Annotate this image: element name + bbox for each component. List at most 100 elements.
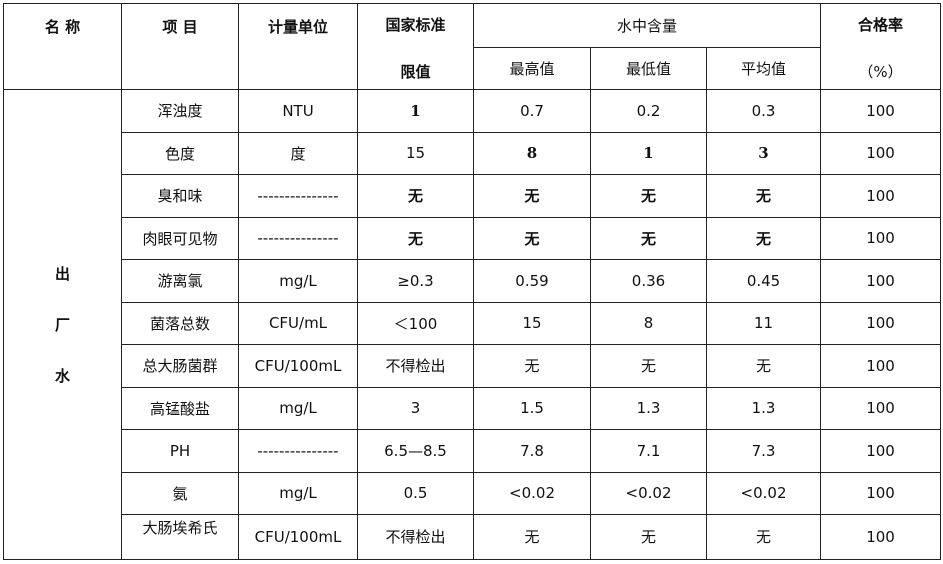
group-cell: 出厂水	[3, 89, 122, 560]
table-cell: 无	[705, 514, 822, 560]
table-row: 臭和味 --------------- 无无无无 100	[4, 174, 942, 218]
group-char: 水	[54, 366, 70, 385]
header-cell: 国家标准 限值	[357, 3, 474, 90]
table-row: 大肠埃希氏 CFU/100mL 不得检出无无无 100	[4, 514, 942, 560]
table-cell: 100	[820, 429, 942, 473]
table-cell: 11	[705, 301, 822, 345]
table-cell: 100	[820, 89, 942, 133]
table-cell: 无	[473, 216, 591, 260]
table-cell: 7.1	[590, 429, 707, 473]
table-cell: 0.2	[590, 89, 707, 133]
table-cell: 1	[357, 89, 474, 133]
header-cell: 合格率 （%）	[820, 3, 942, 90]
table-cell: ≥0.3	[357, 259, 474, 303]
table-cell: 15	[357, 131, 474, 175]
table-cell: 无	[705, 216, 822, 260]
quality-table: 名 称 项 目 计量单位 国家标准 限值 水中含量 合格率 （%） 最高值 最低值 …	[3, 3, 942, 560]
table-cell: <0.02	[473, 471, 591, 515]
header-text: （%）	[858, 62, 903, 81]
table-cell: 100	[820, 301, 942, 345]
table-body: 出厂水浑浊度 NTU 1 0.7 0.2 0.3 100 色度度 15 8 1 3 100 臭和味 ----…	[3, 89, 942, 560]
table-row: 肉眼可见物 --------------- 无无无无 100	[4, 216, 942, 260]
group-char: 出	[54, 264, 70, 283]
table-cell: 浑浊度	[121, 89, 239, 133]
group-char: 厂	[54, 315, 70, 334]
table-cell: 1	[590, 131, 707, 175]
table-cell: 8	[473, 131, 591, 175]
table-cell: 7.8	[473, 429, 591, 473]
header-cell: 项 目	[121, 3, 239, 90]
table-cell: ---------------	[238, 429, 358, 473]
table-cell: 100	[820, 259, 942, 303]
table-cell: 肉眼可见物	[121, 216, 239, 260]
header-text: 合格率	[858, 15, 904, 34]
table-cell: CFU/100mL	[238, 344, 358, 388]
table-cell: 无	[357, 174, 474, 218]
table-cell: 菌落总数	[121, 301, 239, 345]
table-cell: 15	[473, 301, 591, 345]
table-cell: 无	[590, 216, 707, 260]
table-cell: 1.5	[473, 386, 591, 430]
table-cell: 100	[820, 471, 942, 515]
header-cell: 水中含量	[472, 3, 822, 48]
table-cell: 氨	[121, 471, 239, 515]
table-cell: NTU	[238, 89, 358, 133]
table-cell: <0.02	[590, 471, 707, 515]
header-cell: 计量单位	[238, 3, 358, 90]
table-row: 游离氯 mg/L ≥0.3 0.59 0.36 0.45 100	[4, 259, 942, 303]
table-cell: 3	[705, 131, 822, 175]
table-cell: 无	[590, 344, 707, 388]
table-cell: <0.02	[705, 471, 822, 515]
table-cell: 100	[820, 514, 942, 560]
table-row: 出厂水浑浊度 NTU 1 0.7 0.2 0.3 100	[3, 89, 942, 560]
table-cell: 1.3	[590, 386, 707, 430]
header-cell: 名 称	[3, 3, 122, 90]
table-row: 总大肠菌群 CFU/100mL 不得检出无无无 100	[4, 344, 942, 388]
header-cell: 最高值	[473, 47, 591, 90]
table-cell: 8	[590, 301, 707, 345]
table-cell: 6.5—8.5	[357, 429, 474, 473]
header-cell: 最低值	[590, 47, 707, 90]
table-cell: mg/L	[238, 471, 358, 515]
table-cell: CFU/100mL	[238, 514, 358, 560]
table-cell: CFU/mL	[238, 301, 358, 345]
table-cell: ---------------	[238, 216, 358, 260]
table-cell: 不得检出	[357, 514, 474, 560]
table-cell: 0.5	[357, 471, 474, 515]
table-row: 色度度 15 8 1 3 100	[4, 131, 942, 175]
table-cell: 总大肠菌群	[121, 344, 239, 388]
table-cell: 100	[820, 174, 942, 218]
table-cell: 臭和味	[121, 174, 239, 218]
table-cell: 色度	[121, 131, 239, 175]
table-cell: 0.7	[473, 89, 591, 133]
table-cell: 0.59	[473, 259, 591, 303]
table-cell: 无	[705, 174, 822, 218]
table-cell: 7.3	[705, 429, 822, 473]
table-cell: 0.36	[590, 259, 707, 303]
table-cell: mg/L	[238, 259, 358, 303]
table-cell: 100	[820, 216, 942, 260]
table-cell: ---------------	[238, 174, 358, 218]
table-cell: 不得检出	[357, 344, 474, 388]
header-text: 国家标准	[385, 15, 446, 34]
table-cell: 无	[473, 514, 591, 560]
table-row: 氨 mg/L 0.5 <0.02 <0.02 <0.02 100	[4, 471, 942, 515]
table-cell: 无	[357, 216, 474, 260]
table-row: 高锰酸盐 mg/L 3 1.5 1.3 1.3 100	[4, 386, 942, 430]
table-cell: 无	[590, 174, 707, 218]
table-row: PH --------------- 6.5—8.5 7.8 7.1 7.3 100	[4, 429, 942, 473]
table-cell: ＜100	[357, 301, 474, 345]
table-cell: 100	[820, 344, 942, 388]
table-cell: mg/L	[238, 386, 358, 430]
table-cell: 3	[357, 386, 474, 430]
header-text: 限值	[400, 62, 431, 81]
table-cell: 大肠埃希氏	[121, 514, 239, 560]
table-cell: 1.3	[705, 386, 822, 430]
header-cell: 平均值	[705, 47, 822, 90]
table-cell: 高锰酸盐	[121, 386, 239, 430]
table-row: 菌落总数 CFU/mL ＜100 15 8 11 100	[4, 301, 942, 345]
table-cell: 游离氯	[121, 259, 239, 303]
table-cell: 无	[590, 514, 707, 560]
table-cell: 0.45	[705, 259, 822, 303]
